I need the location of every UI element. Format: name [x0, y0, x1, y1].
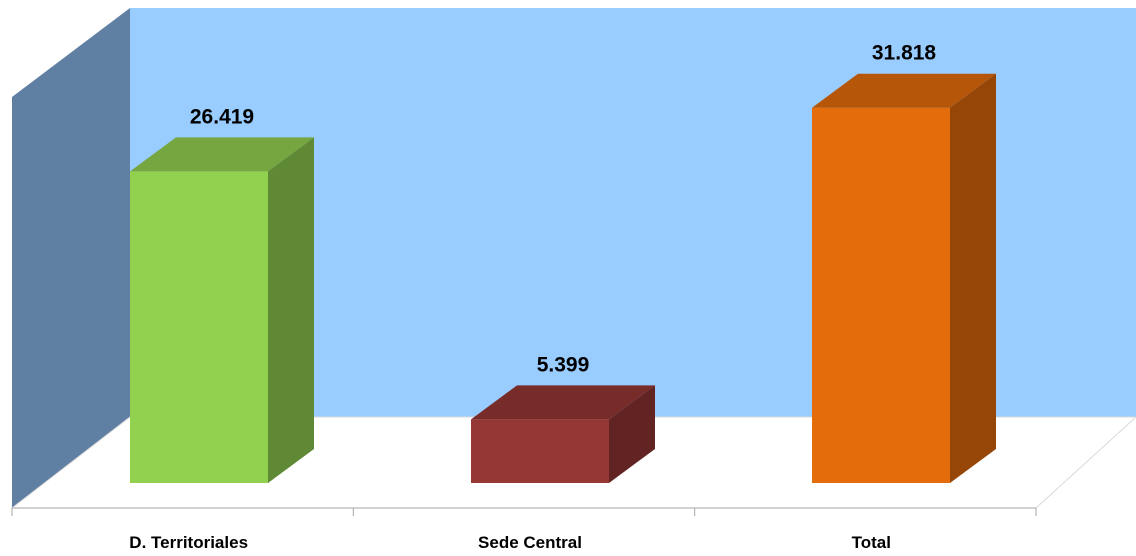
bar-top-face — [471, 385, 655, 420]
bar — [130, 137, 314, 484]
category-label: Sede Central — [478, 533, 582, 552]
x-axis — [11, 507, 1037, 516]
bar — [812, 73, 996, 483]
bars-group — [130, 73, 996, 484]
bar — [471, 385, 655, 483]
value-label: 5.399 — [537, 353, 590, 376]
value-label: 31.818 — [872, 42, 937, 65]
category-label: Total — [852, 533, 891, 552]
bar-top-face — [130, 137, 314, 172]
bar-side-face — [950, 73, 996, 483]
bar-top-face — [812, 73, 996, 108]
category-label: D. Territoriales — [129, 533, 248, 552]
value-labels-group: 26.419 5.399 31.818 — [190, 42, 937, 377]
side-wall — [12, 8, 130, 508]
category-labels-group: D. Territoriales Sede Central Total — [129, 533, 891, 552]
bar-front-face — [130, 171, 268, 484]
bar-side-face — [268, 137, 314, 484]
value-label: 26.419 — [190, 105, 254, 128]
bar-front-face — [812, 107, 950, 483]
bar-front-face — [471, 419, 609, 483]
bar-side-face — [609, 385, 655, 483]
